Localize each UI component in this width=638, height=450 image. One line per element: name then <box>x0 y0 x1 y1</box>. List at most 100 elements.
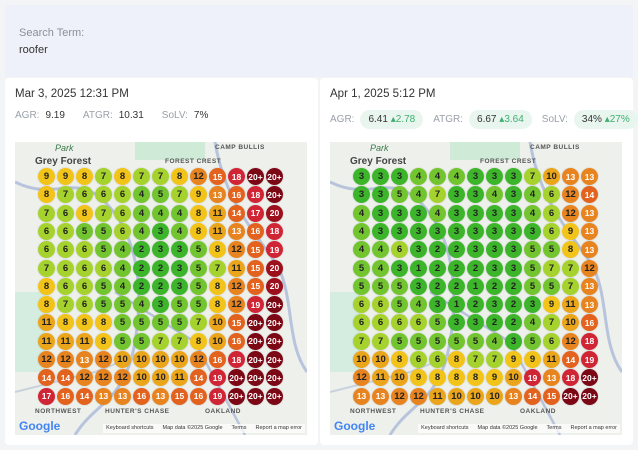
rank-pin[interactable]: 5 <box>429 332 446 350</box>
rank-pin[interactable]: 4 <box>152 204 169 222</box>
rank-pin[interactable]: 3 <box>486 204 503 222</box>
rank-pin[interactable]: 13 <box>581 168 598 185</box>
rank-pin[interactable]: 16 <box>581 314 598 332</box>
rank-pin[interactable]: 11 <box>171 369 188 387</box>
rank-pin[interactable]: 5 <box>76 222 93 240</box>
rank-pin[interactable]: 5 <box>391 332 408 350</box>
rank-pin[interactable]: 10 <box>133 369 150 387</box>
rank-pin[interactable]: 3 <box>505 204 522 222</box>
rank-pin[interactable]: 13 <box>581 204 598 222</box>
rank-pin[interactable]: 3 <box>467 204 484 222</box>
rank-pin[interactable]: 7 <box>562 277 579 295</box>
rank-pin[interactable]: 8 <box>95 332 112 350</box>
rank-pin[interactable]: 6 <box>114 186 131 204</box>
rank-pin[interactable]: 3 <box>505 259 522 277</box>
rank-pin[interactable]: 3 <box>448 186 465 204</box>
rank-pin[interactable]: 12 <box>76 369 93 387</box>
rank-pin[interactable]: 5 <box>391 296 408 314</box>
rank-pin[interactable]: 14 <box>76 387 93 405</box>
rank-pin[interactable]: 16 <box>247 222 264 240</box>
rank-pin[interactable]: 11 <box>209 222 226 240</box>
rank-pin[interactable]: 6 <box>372 296 389 314</box>
rank-pin[interactable]: 10 <box>171 351 188 368</box>
rank-pin[interactable]: 5 <box>353 259 370 277</box>
rank-pin[interactable]: 4 <box>429 204 446 222</box>
rank-pin[interactable]: 4 <box>524 204 541 222</box>
rank-pin[interactable]: 2 <box>133 277 150 295</box>
rank-pin[interactable]: 15 <box>209 168 226 185</box>
rank-pin[interactable]: 7 <box>372 332 389 350</box>
rank-pin[interactable]: 4 <box>114 277 131 295</box>
rank-pin[interactable]: 8 <box>57 314 74 332</box>
rank-pin[interactable]: 7 <box>171 186 188 204</box>
rank-pin[interactable]: 20+ <box>247 387 264 405</box>
rank-pin[interactable]: 3 <box>486 222 503 240</box>
rank-pin[interactable]: 20+ <box>266 168 283 185</box>
report-error-link[interactable]: Report a map error <box>570 425 617 431</box>
rank-pin[interactable]: 11 <box>372 369 389 387</box>
rank-pin[interactable]: 8 <box>209 277 226 295</box>
rank-pin[interactable]: 2 <box>133 241 150 259</box>
rank-pin[interactable]: 6 <box>114 204 131 222</box>
rank-pin[interactable]: 4 <box>448 168 465 185</box>
rank-pin[interactable]: 3 <box>410 241 427 259</box>
rank-pin[interactable]: 7 <box>467 351 484 368</box>
rank-pin[interactable]: 19 <box>209 387 226 405</box>
rank-pin[interactable]: 5 <box>114 332 131 350</box>
rank-pin[interactable]: 6 <box>353 314 370 332</box>
rank-pin[interactable]: 4 <box>429 168 446 185</box>
rank-pin[interactable]: 8 <box>190 332 207 350</box>
rank-pin[interactable]: 7 <box>353 332 370 350</box>
rank-pin[interactable]: 3 <box>171 277 188 295</box>
rank-pin[interactable]: 4 <box>486 332 503 350</box>
rank-pin[interactable]: 8 <box>467 369 484 387</box>
rank-pin[interactable]: 15 <box>247 259 264 277</box>
rank-pin[interactable]: 10 <box>353 351 370 368</box>
rank-pin[interactable]: 13 <box>581 241 598 259</box>
rank-pin[interactable]: 4 <box>410 296 427 314</box>
rank-pin[interactable]: 11 <box>38 332 55 350</box>
rank-pin[interactable]: 3 <box>505 186 522 204</box>
rank-pin[interactable]: 2 <box>467 296 484 314</box>
rank-pin[interactable]: 5 <box>171 296 188 314</box>
rank-pin[interactable]: 13 <box>353 387 370 405</box>
rank-pin[interactable]: 13 <box>581 296 598 314</box>
rank-pin[interactable]: 6 <box>543 222 560 240</box>
rank-pin[interactable]: 3 <box>505 241 522 259</box>
rank-pin[interactable]: 5 <box>95 296 112 314</box>
rank-pin[interactable]: 3 <box>524 296 541 314</box>
rank-pin[interactable]: 5 <box>353 277 370 295</box>
rank-pin[interactable]: 12 <box>228 241 245 259</box>
rank-pin[interactable]: 20+ <box>228 369 245 387</box>
rank-pin[interactable]: 10 <box>209 314 226 332</box>
rank-pin[interactable]: 12 <box>190 351 207 368</box>
rank-pin[interactable]: 4 <box>133 204 150 222</box>
rank-pin[interactable]: 5 <box>95 241 112 259</box>
rank-pin[interactable]: 2 <box>505 296 522 314</box>
rank-pin[interactable]: 19 <box>266 241 283 259</box>
rank-pin[interactable]: 8 <box>190 204 207 222</box>
rank-pin[interactable]: 7 <box>486 351 503 368</box>
rank-pin[interactable]: 3 <box>410 277 427 295</box>
rank-grid-map[interactable]: Park CAMP BULLIS Grey Forest FOREST CREST NO… <box>15 142 307 435</box>
rank-pin[interactable]: 3 <box>467 168 484 185</box>
rank-pin[interactable]: 3 <box>372 186 389 204</box>
rank-pin[interactable]: 20+ <box>247 332 264 350</box>
rank-pin[interactable]: 7 <box>95 204 112 222</box>
rank-pin[interactable]: 12 <box>562 204 579 222</box>
rank-pin[interactable]: 8 <box>38 186 55 204</box>
rank-pin[interactable]: 6 <box>372 314 389 332</box>
rank-pin[interactable]: 20+ <box>581 387 598 405</box>
rank-pin[interactable]: 4 <box>524 314 541 332</box>
rank-pin[interactable]: 14 <box>524 387 541 405</box>
rank-pin[interactable]: 11 <box>209 204 226 222</box>
rank-pin[interactable]: 18 <box>228 168 245 185</box>
rank-pin[interactable]: 20+ <box>266 351 283 368</box>
rank-pin[interactable]: 14 <box>190 369 207 387</box>
rank-pin[interactable]: 5 <box>429 314 446 332</box>
rank-pin[interactable]: 17 <box>247 204 264 222</box>
rank-pin[interactable]: 18 <box>228 351 245 368</box>
rank-pin[interactable]: 5 <box>190 259 207 277</box>
rank-pin[interactable]: 13 <box>76 351 93 368</box>
rank-pin[interactable]: 12 <box>562 332 579 350</box>
